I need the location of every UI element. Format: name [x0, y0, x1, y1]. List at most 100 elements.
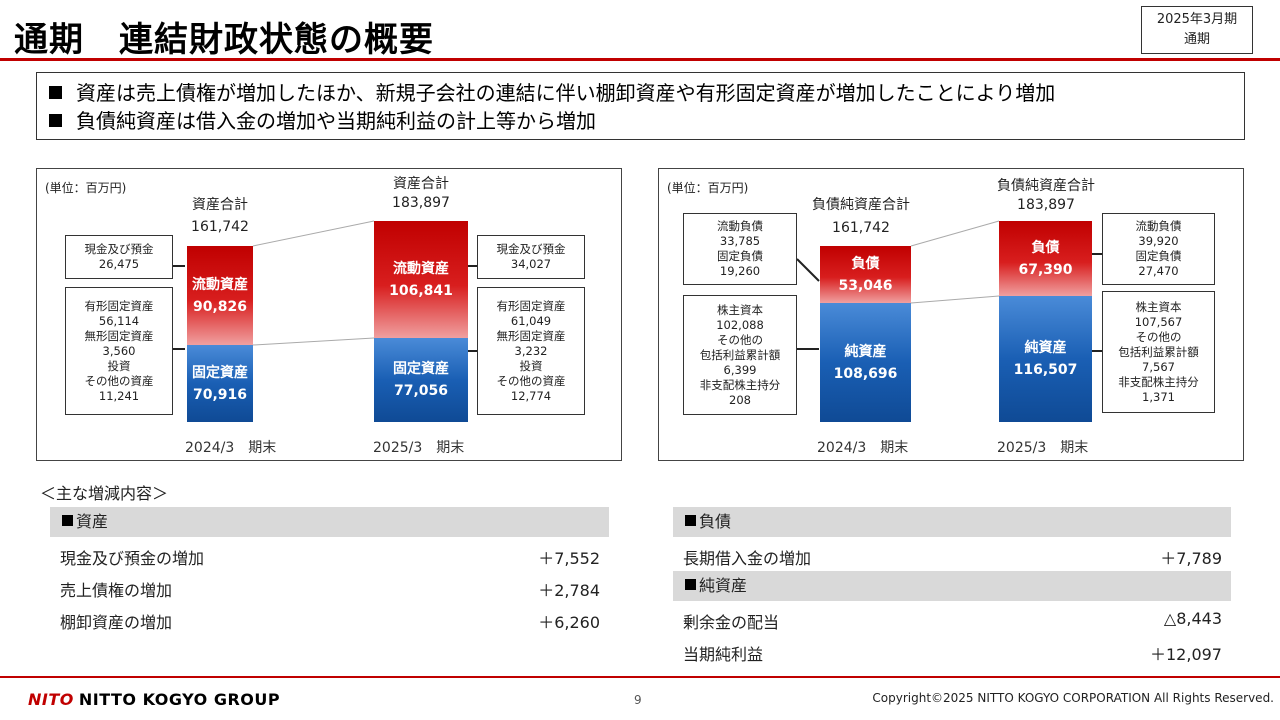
square-bullet-icon: [685, 515, 696, 526]
bar-value: 116,507: [1013, 362, 1078, 378]
current-assets-bar: 流動資産 106,841: [374, 221, 468, 338]
section-header-assets: 資産: [50, 507, 609, 537]
note-line: 27,470: [1138, 264, 1179, 278]
bar-label: 固定資産: [393, 361, 449, 377]
liabilities-chart-panel: (単位：百万円) 負債純資産合計 161,742 負債純資産合計 183,897…: [658, 168, 1244, 461]
bar-value: 106,841: [389, 282, 453, 299]
note-line: 3,560: [102, 343, 136, 358]
note-line: 投資: [107, 358, 131, 373]
split-connector-line: [252, 337, 375, 346]
breakdown-note: 現金及び預金 26,475: [65, 235, 173, 279]
unit-label: (単位：百万円): [667, 181, 749, 195]
note-line: 投資: [519, 358, 543, 373]
company-logo: NITO NITTO KOGYO GROUP: [28, 690, 280, 709]
change-row-value: △8,443: [1163, 609, 1222, 628]
change-row-label: 剰余金の配当: [683, 613, 780, 632]
note-line: 株主資本: [717, 302, 763, 317]
note-line: その他の資産: [496, 373, 566, 388]
total-value: 161,742: [832, 220, 890, 236]
bar-value: 77,056: [393, 383, 449, 399]
logo-text: NITTO KOGYO GROUP: [78, 690, 281, 709]
bar-value: 70,916: [192, 386, 248, 403]
note-line: 56,114: [98, 313, 140, 328]
note-line: その他の資産: [84, 373, 154, 388]
note-leader-line: [796, 258, 820, 282]
note-line: 11,241: [98, 388, 140, 403]
period-box: 2025年3月期 通期: [1141, 6, 1253, 54]
x-axis-label: 2025/3 期末: [997, 440, 1089, 456]
total-value: 183,897: [1017, 197, 1075, 213]
note-line: 33,785: [719, 234, 761, 248]
square-bullet-icon: [685, 579, 696, 590]
change-row-label: 売上債権の増加: [60, 581, 173, 600]
note-line: 固定負債: [717, 249, 763, 263]
summary-text: 負債純資産は借入金の増加や当期純利益の計上等から増加: [76, 109, 596, 133]
section-header-label: 資産: [76, 512, 109, 531]
note-line: 102,088: [716, 317, 764, 332]
change-row-label: 棚卸資産の増加: [60, 613, 173, 632]
note-line: 無形固定資産: [84, 328, 154, 343]
square-bullet-icon: [62, 515, 73, 526]
breakdown-note: 現金及び預金 34,027: [477, 235, 585, 279]
fixed-assets-bar: 固定資産 70,916: [187, 345, 253, 422]
note-line: 19,260: [719, 264, 761, 278]
note-line: 208: [729, 392, 751, 407]
total-label: 負債純資産合計: [997, 178, 1095, 194]
bar-label: 純資産: [844, 343, 887, 360]
footer-rule: [0, 676, 1280, 678]
note-line: 現金及び預金: [84, 242, 154, 256]
split-connector-line: [910, 295, 1000, 304]
square-bullet-icon: [49, 114, 62, 127]
bar-value: 90,826: [192, 298, 248, 315]
fixed-assets-bar: 固定資産 77,056: [374, 338, 468, 422]
bar-label: 負債: [1031, 239, 1060, 256]
section-header-label: 負債: [699, 512, 732, 531]
summary-text: 資産は売上債権が増加したほか、新規子会社の連結に伴い棚卸資産や有形固定資産が増加…: [76, 81, 1056, 105]
breakdown-note: 株主資本 107,567 その他の 包括利益累計額 7,567 非支配株主持分 …: [1102, 291, 1215, 413]
note-line: その他の: [717, 332, 763, 347]
change-row-value: ＋7,552: [538, 549, 600, 568]
section-header-liabilities: 負債: [673, 507, 1231, 537]
net-assets-bar: 純資産 116,507: [999, 296, 1092, 422]
bar-label: 負債: [851, 255, 880, 272]
breakdown-note: 流動負債 33,785 固定負債 19,260: [683, 213, 797, 285]
period-year: 2025年3月期: [1156, 12, 1238, 27]
breakdown-note: 流動負債 39,920 固定負債 27,470: [1102, 213, 1215, 285]
breakdown-note: 株主資本 102,088 その他の 包括利益累計額 6,399 非支配株主持分 …: [683, 295, 797, 415]
total-value: 183,897: [392, 195, 450, 211]
note-line: 3,232: [514, 343, 548, 358]
total-label: 資産合計: [393, 176, 449, 192]
note-line: 26,475: [98, 257, 140, 271]
assets-connector-lines: [173, 220, 477, 352]
change-row-label: 長期借入金の増加: [683, 549, 812, 568]
assets-chart-panel: (単位：百万円) 資産合計 161,742 資産合計 183,897 流動資産 …: [36, 168, 622, 461]
total-label: 資産合計: [192, 197, 248, 213]
current-assets-bar: 流動資産 90,826: [187, 246, 253, 345]
note-line: 株主資本: [1135, 299, 1182, 314]
note-line: 有形固定資産: [84, 298, 154, 313]
change-row-value: ＋6,260: [538, 613, 600, 632]
note-line: 無形固定資産: [496, 328, 566, 343]
note-line: 非支配株主持分: [1118, 374, 1199, 389]
note-line: 61,049: [510, 313, 552, 328]
note-line: 39,920: [1138, 234, 1179, 248]
title-rule: [0, 58, 1280, 61]
note-line: 包括利益累計額: [1118, 344, 1199, 359]
bar-label: 純資産: [1024, 340, 1067, 356]
net-assets-bar: 純資産 108,696: [820, 303, 911, 422]
note-line: 6,399: [723, 362, 757, 377]
bar-value: 67,390: [1018, 261, 1073, 278]
change-row-label: 現金及び預金の増加: [60, 549, 205, 568]
square-bullet-icon: [49, 86, 62, 99]
note-line: 34,027: [510, 257, 552, 271]
note-line: 固定負債: [1135, 249, 1182, 263]
total-value: 161,742: [191, 219, 249, 235]
section-header-net-assets: 純資産: [673, 571, 1231, 601]
summary-box: 資産は売上債権が増加したほか、新規子会社の連結に伴い棚卸資産や有形固定資産が増加…: [36, 72, 1245, 140]
x-axis-label: 2024/3 期末: [185, 440, 277, 456]
note-line: 有形固定資産: [496, 298, 566, 313]
bar-label: 固定資産: [192, 364, 248, 381]
breakdown-note: 有形固定資産 56,114 無形固定資産 3,560 投資 その他の資産 11,…: [65, 287, 173, 415]
liabilities-bar: 負債 53,046: [820, 246, 911, 303]
copyright: Copyright©2025 NITTO KOGYO CORPORATION A…: [872, 691, 1274, 705]
